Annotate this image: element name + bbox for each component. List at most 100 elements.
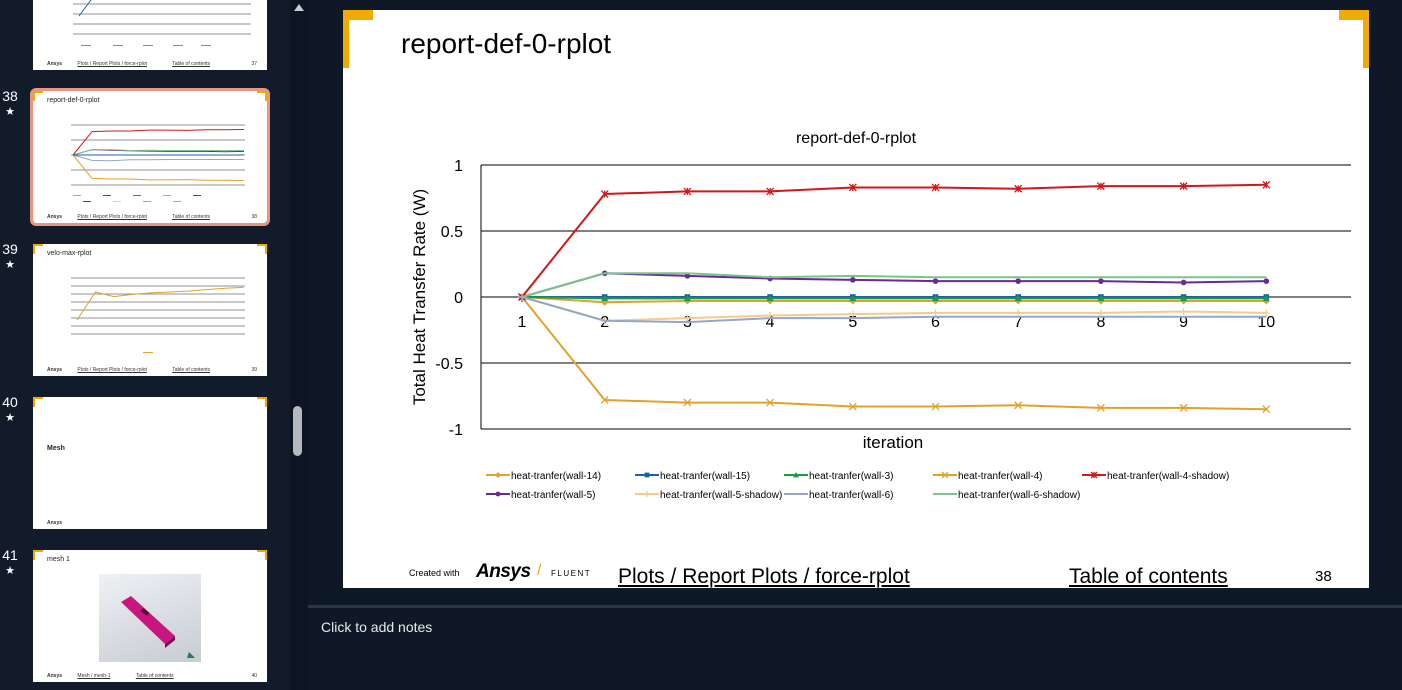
- legend-entry: heat-tranfer(wall-5): [486, 490, 595, 501]
- legend-entry: heat-tranfer(wall-6-shadow): [933, 490, 1080, 501]
- legend-label: heat-tranfer(wall-6-shadow): [958, 490, 1080, 501]
- data-point-marker: [1180, 279, 1187, 286]
- star-icon: ★: [5, 412, 15, 424]
- breadcrumb-link[interactable]: Plots / Report Plots / force-rplot: [618, 565, 910, 588]
- data-point-marker: [1014, 184, 1023, 193]
- scrollbar-thumb[interactable]: [293, 406, 302, 456]
- slide-thumbnail-pane[interactable]: Ansys Plots / Report Plots / force-rplot…: [0, 0, 290, 690]
- legend-label: heat-tranfer(wall-4): [958, 471, 1042, 482]
- table-of-contents-link[interactable]: Table of contents: [1069, 565, 1228, 588]
- star-icon: ★: [5, 565, 15, 577]
- thumbnail-footer: Ansys Plots / Report Plots / force-rplot…: [47, 61, 257, 67]
- slide-thumbnail-39[interactable]: velo-max-rplot Ansys Plots / Report Plot…: [33, 244, 267, 376]
- thumbnail-39-chart: [71, 277, 245, 353]
- slide-thumbnail-37[interactable]: Ansys Plots / Report Plots / force-rplot…: [33, 0, 267, 70]
- series-heat-tranfer(wall-14): [518, 293, 1270, 306]
- legend-label: heat-tranfer(wall-6): [809, 490, 893, 501]
- heat-transfer-chart[interactable]: report-def-0-rplot10.50-0.5-112345678910…: [343, 10, 1369, 550]
- data-point-marker: [601, 294, 609, 302]
- slide-thumbnail-40[interactable]: Mesh Ansys: [33, 397, 267, 529]
- fluent-logo-text: FLUENT: [551, 569, 592, 578]
- data-point-marker: [1097, 294, 1105, 302]
- page-number: 38: [1315, 568, 1332, 585]
- data-point-marker: [932, 309, 939, 317]
- data-point-marker: [1262, 294, 1270, 302]
- notes-placeholder[interactable]: Click to add notes: [321, 619, 433, 635]
- data-point-marker: [931, 402, 940, 411]
- series-line: [521, 183, 1267, 298]
- data-point-marker: [766, 398, 775, 407]
- thumb-legend-swatch: [173, 201, 181, 202]
- thumbnail-footer: Ansys: [47, 520, 63, 526]
- data-point-marker: [1179, 182, 1188, 191]
- thumb-series-line: [72, 129, 245, 156]
- thumbnail-title: report-def-0-rplot: [47, 97, 100, 104]
- data-point-marker: [683, 187, 692, 196]
- thumb-legend-swatch: [163, 195, 171, 196]
- series-line: [521, 296, 1267, 322]
- thumb-legend-swatch: [83, 201, 91, 202]
- current-slide[interactable]: report-def-0-rplot report-def-0-rplot 1 0.…: [343, 10, 1369, 588]
- corner-accent-right: [1339, 10, 1369, 68]
- legend-entry: heat-tranfer(wall-3): [784, 471, 893, 482]
- thumb-legend-swatch: [143, 201, 151, 202]
- slide-number-39: 39 ★: [0, 241, 20, 273]
- scroll-up-arrow-icon[interactable]: [294, 4, 304, 11]
- data-point-marker: [644, 491, 650, 497]
- data-point-marker: [849, 294, 857, 302]
- thumb-series-line: [72, 149, 244, 156]
- series-heat-tranfer(wall-6-shadow): [521, 272, 1267, 298]
- data-point-marker: [683, 398, 692, 407]
- data-point-marker: [1090, 471, 1098, 479]
- notes-pane[interactable]: Click to add notes: [308, 608, 1402, 690]
- data-point-marker: [849, 310, 857, 318]
- thumb-legend-swatch: [103, 195, 111, 196]
- x-axis-label: iteration: [863, 433, 923, 452]
- data-point-marker: [1096, 403, 1105, 412]
- mesh-image: [99, 574, 201, 662]
- data-point-marker: [931, 183, 940, 192]
- y-tick-label: 0: [454, 290, 463, 307]
- thumb-legend-swatch: [193, 195, 201, 196]
- thumbnail-footer: Ansys Mesh / mesh-1 Table of contents 40: [47, 673, 257, 679]
- legend-label: heat-tranfer(wall-3): [809, 471, 893, 482]
- y-tick-label: 1: [454, 158, 463, 175]
- thumb-series-line: [72, 154, 245, 181]
- chart-title: report-def-0-rplot: [796, 130, 917, 147]
- slide-title[interactable]: report-def-0-rplot: [401, 28, 612, 59]
- data-point-marker: [1262, 405, 1271, 414]
- legend-label: heat-tranfer(wall-5): [511, 490, 595, 501]
- thumbnail-title: Mesh: [47, 445, 65, 452]
- thumb-legend-swatch: [143, 352, 153, 353]
- data-point-marker: [766, 294, 774, 302]
- star-icon: ★: [5, 259, 15, 271]
- thumbnail-title: velo-max-rplot: [47, 250, 92, 257]
- data-point-marker: [683, 294, 691, 302]
- data-point-marker: [1263, 278, 1270, 284]
- thumbnail-title: mesh 1: [47, 556, 70, 563]
- data-point-marker: [1014, 294, 1022, 302]
- legend-entry: heat-tranfer(wall-4): [933, 471, 1042, 482]
- thumbnail-footer: Ansys Plots / Report Plots / force-rplot…: [47, 367, 257, 373]
- thumb-legend-swatch: [133, 195, 141, 196]
- series-line: [521, 296, 1267, 324]
- thumb-series-line: [76, 286, 244, 321]
- slide-thumbnail-41[interactable]: mesh 1 Ansys Mesh / mesh-1 Table of cont…: [33, 550, 267, 682]
- data-point-marker: [495, 491, 501, 497]
- logo-slash: /: [537, 562, 542, 579]
- legend-entry: heat-tranfer(wall-6): [784, 490, 893, 501]
- data-point-marker: [1180, 294, 1188, 302]
- legend-label: heat-tranfer(wall-14): [511, 471, 601, 482]
- thumbnail-scrollbar[interactable]: [290, 0, 308, 690]
- thumb-series-line: [72, 154, 244, 162]
- series-heat-tranfer(wall-5): [519, 270, 1270, 300]
- x-tick-label: 9: [1179, 314, 1188, 331]
- notes-splitter[interactable]: [308, 605, 1402, 608]
- series-line: [521, 296, 1267, 304]
- y-tick-label: -1: [449, 422, 463, 439]
- legend-entry: heat-tranfer(wall-4-shadow): [1082, 471, 1229, 482]
- data-point-marker: [600, 190, 609, 198]
- slide-thumbnail-38[interactable]: report-def-0-rplot Ansys Plots / Report …: [30, 88, 270, 226]
- data-point-marker: [932, 294, 939, 302]
- data-point-marker: [683, 314, 691, 322]
